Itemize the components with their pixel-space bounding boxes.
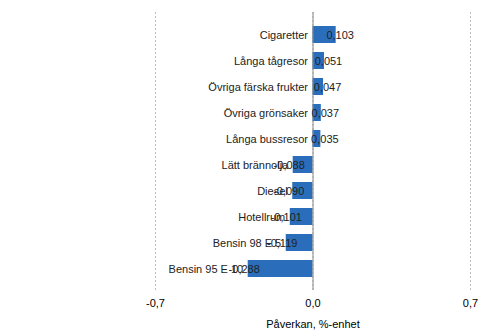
svg-text:0,7: 0,7: [463, 297, 478, 309]
svg-text:Bensin 95 E 10: Bensin 95 E 10: [168, 262, 244, 275]
svg-text:0,037: 0,037: [312, 107, 340, 119]
svg-text:Hotellrum: Hotellrum: [238, 210, 286, 223]
svg-text:-0,090: -0,090: [273, 185, 304, 197]
svg-text:-0,288: -0,288: [229, 263, 260, 275]
svg-text:Påverkan, %-enhet: Påverkan, %-enhet: [266, 318, 360, 330]
svg-text:Cigaretter: Cigaretter: [260, 29, 309, 41]
svg-text:Övriga grönsaker: Övriga grönsaker: [224, 107, 309, 119]
svg-text:Övriga färska frukter: Övriga färska frukter: [208, 81, 308, 93]
svg-text:-0,7: -0,7: [146, 297, 165, 309]
svg-text:Bensin 98 E 5: Bensin 98 E 5: [212, 236, 282, 249]
svg-text:0,035: 0,035: [311, 133, 339, 145]
svg-text:0,103: 0,103: [326, 29, 354, 41]
svg-text:-0,088: -0,088: [274, 159, 305, 171]
svg-text:Långa tågresor: Långa tågresor: [234, 55, 308, 67]
svg-text:Långa bussresor: Långa bussresor: [226, 133, 308, 145]
svg-text:-0,119: -0,119: [267, 237, 297, 249]
svg-text:Lätt brännolja: Lätt brännolja: [221, 158, 289, 171]
svg-text:0,0: 0,0: [305, 297, 320, 309]
svg-text:-0,101: -0,101: [271, 211, 302, 223]
svg-text:0,047: 0,047: [314, 81, 342, 93]
svg-text:0,051: 0,051: [315, 55, 343, 67]
